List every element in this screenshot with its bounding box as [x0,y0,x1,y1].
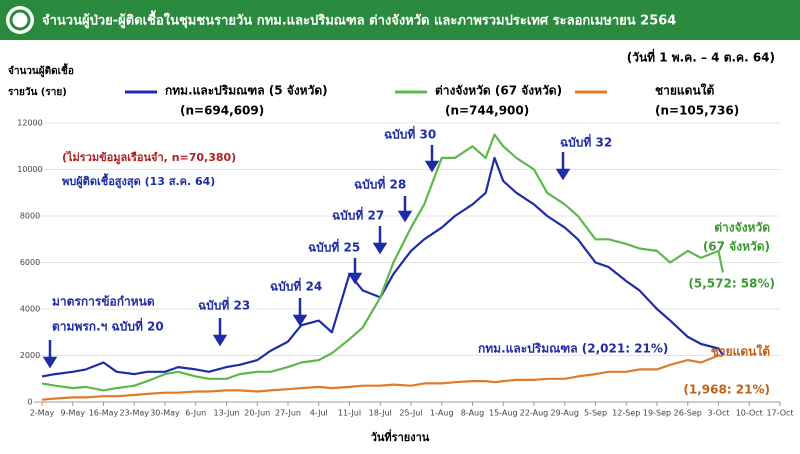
x-tick-label: 13-Jun [213,409,239,418]
x-tick-label: 10-Oct [736,409,763,418]
annotation: (ไม่รวมข้อมูลเรือนจำ, n=70,380) [62,150,236,165]
x-tick-label: 22-Aug [520,409,549,418]
annotation: กทม.และปริมณฑล (2,021: 21%) [478,342,668,356]
x-tick-label: 1-Aug [430,409,453,418]
x-tick-label: 15-Aug [489,409,518,418]
y-tick-label: 6000 [20,258,40,267]
subtitle: (วันที่ 1 พ.ค. – 4 ต.ค. 64) [627,49,775,65]
annotation: (1,968: 21%) [683,383,770,397]
series-line [41,354,724,401]
x-tick-label: 12-Sep [612,409,640,418]
x-tick-label: 8-Aug [461,409,484,418]
arrows [42,145,571,369]
y-tick-label: 12000 [17,119,42,128]
annotation: ตามพรก.ฯ ฉบับที่ 20 [52,318,164,334]
legend-label: ชายแดนใต้ [655,83,715,98]
y-tick-label: 2000 [20,351,40,360]
x-tick-label: 23-May [119,409,149,418]
x-tick-label: 2-May [30,409,55,418]
annotation: ฉบับที่ 30 [384,126,436,142]
legend-label: กทม.และปริมณฑล (5 จังหวัด) [165,84,328,98]
series-line [41,156,724,378]
x-tick-label: 3-Oct [707,409,729,418]
annotation: พบผู้ติดเชื้อสูงสุด (13 ส.ค. 64) [62,173,215,189]
x-tick-label: 6-Jun [185,409,206,418]
x-tick-label: 5-Sep [584,409,607,418]
x-tick-label: 16-May [89,409,119,418]
x-tick-label: 25-Jul [399,409,422,418]
x-tick-label: 4-Jul [310,409,328,418]
legend-total: (n=744,900) [445,104,529,118]
annotation: ฉบับที่ 32 [560,134,612,150]
annotation: ฉบับที่ 24 [270,278,322,294]
x-tick-label: 30-May [150,409,180,418]
annotation: ต่างจังหวัด [714,221,770,235]
x-tick-label: 18-Jul [369,409,392,418]
x-label: วันที่รายงาน [371,429,430,444]
header-bar [0,0,800,40]
x-tick-label: 26-Sep [674,409,702,418]
x-tick-label: 17-Oct [766,409,793,418]
y-label: รายวัน (ราย) [8,86,67,98]
x-tick-label: 27-Jun [275,409,301,418]
legend-total: (n=694,609) [180,104,264,118]
legend-total: (n=105,736) [655,104,739,118]
x-tick-label: 19-Sep [643,409,671,418]
x-tick-label: 29-Aug [550,409,579,418]
logo-ring [9,9,31,31]
annotation: ฉบับที่ 27 [332,207,384,223]
y-tick-label: 8000 [20,212,40,221]
x-tick-label: 11-Jul [338,409,361,418]
y-label: จำนวนผู้ติดเชื้อ [8,63,74,78]
chart-title: จำนวนผู้ป่วย-ผู้ติดเชื้อในชุมชนรายวัน กท… [42,10,676,29]
annotation: (67 จังหวัด) [703,240,770,254]
y-tick-label: 4000 [20,305,40,314]
annotation: (5,572: 58%) [688,277,775,291]
annotation: ฉบับที่ 25 [308,239,360,255]
series-line [41,133,724,392]
annotation: ชายแดนใต้ [711,344,771,359]
annotation: มาตรการข้อกำหนด [52,295,155,309]
x-tick-label: 9-May [60,409,85,418]
annotation: ฉบับที่ 28 [354,176,406,192]
y-tick-label: 10000 [17,165,42,174]
y-tick-label: 0 [27,398,32,407]
legend-label: ต่างจังหวัด (67 จังหวัด) [435,84,562,98]
annotation: ฉบับที่ 23 [198,297,250,313]
x-tick-label: 20-Jun [244,409,270,418]
